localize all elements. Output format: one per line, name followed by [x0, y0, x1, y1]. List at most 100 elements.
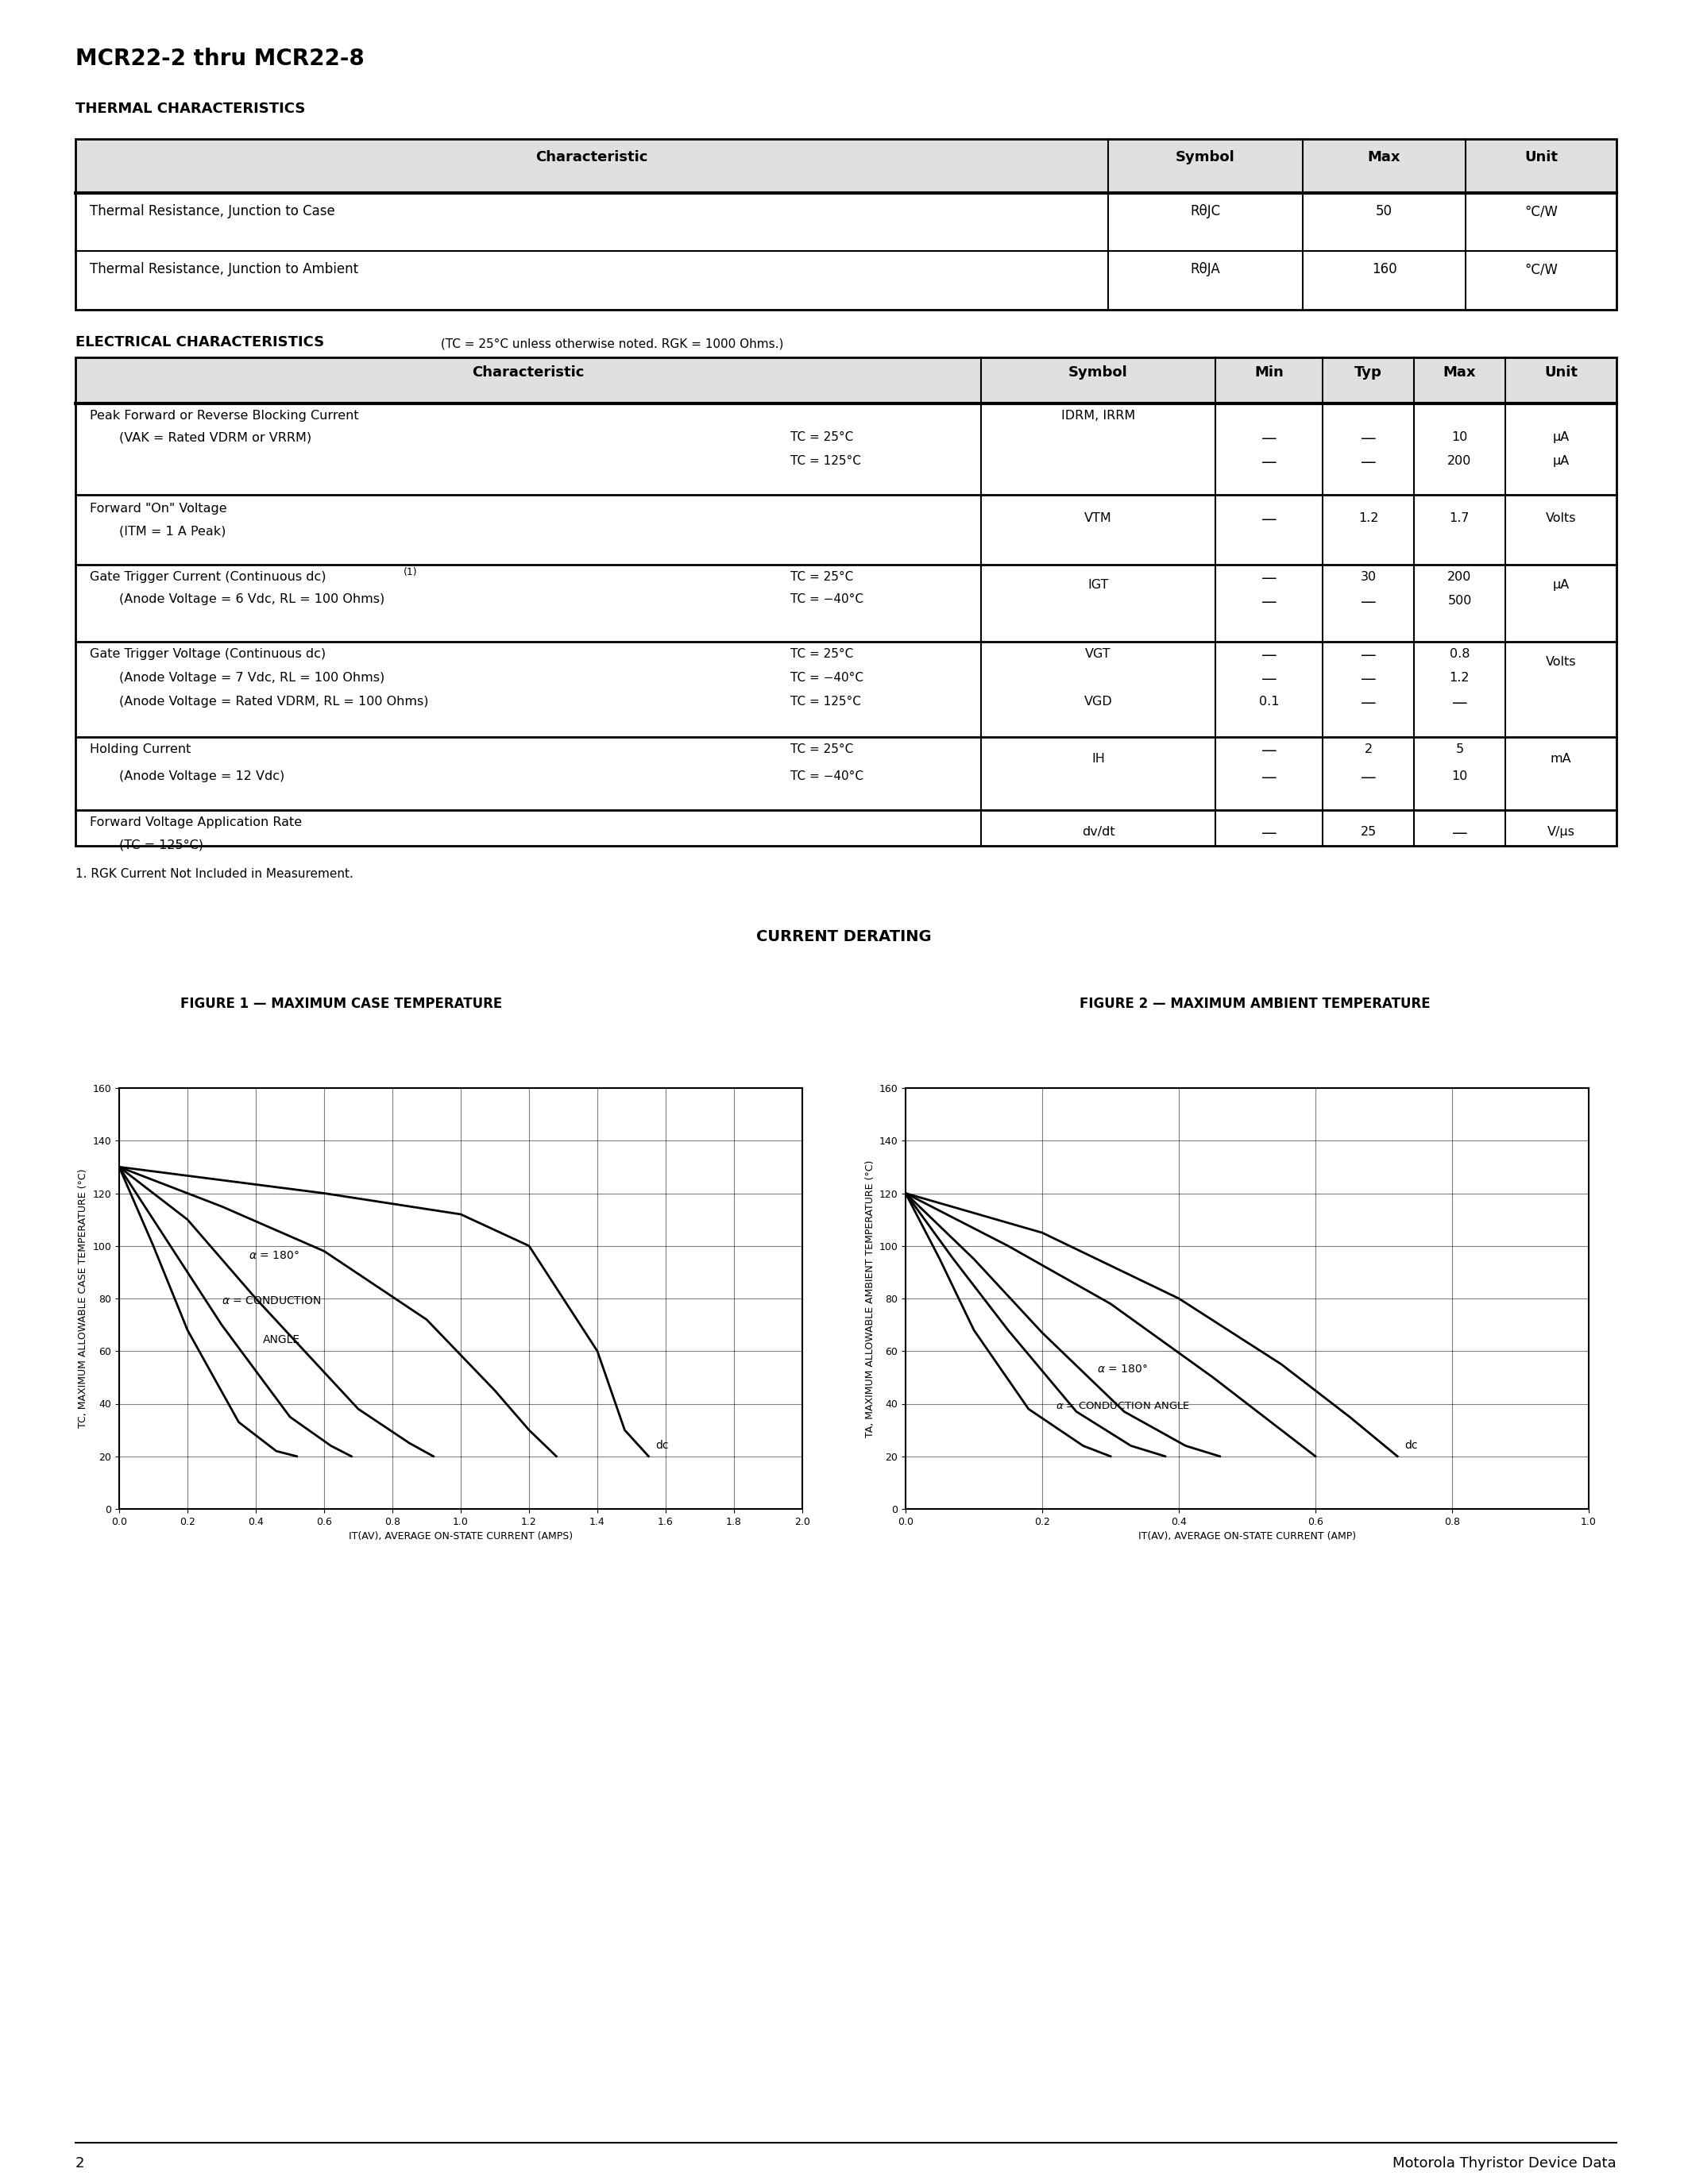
Text: (TC = 125°C): (TC = 125°C) — [120, 839, 203, 850]
Text: Gate Trigger Voltage (Continuous dc): Gate Trigger Voltage (Continuous dc) — [89, 649, 326, 660]
Text: —: — — [1261, 454, 1276, 470]
Text: Forward "On" Voltage: Forward "On" Voltage — [89, 502, 226, 515]
Text: Symbol: Symbol — [1177, 151, 1236, 164]
Text: dv/dt: dv/dt — [1082, 826, 1114, 839]
Text: 2: 2 — [76, 2156, 84, 2171]
Text: TC = 125°C: TC = 125°C — [790, 454, 861, 467]
Text: 1.7: 1.7 — [1450, 513, 1470, 524]
Text: TC = 25°C: TC = 25°C — [790, 430, 854, 443]
Text: °C/W: °C/W — [1524, 203, 1558, 218]
Text: Gate Trigger Current (Continuous dc): Gate Trigger Current (Continuous dc) — [89, 570, 326, 583]
Text: 2: 2 — [1364, 743, 1372, 756]
Text: Unit: Unit — [1524, 151, 1558, 164]
Text: —: — — [1452, 826, 1467, 841]
Text: —: — — [1361, 673, 1376, 688]
Text: Characteristic: Characteristic — [473, 365, 584, 380]
X-axis label: IT(AV), AVERAGE ON-STATE CURRENT (AMP): IT(AV), AVERAGE ON-STATE CURRENT (AMP) — [1138, 1531, 1355, 1542]
Text: VTM: VTM — [1084, 513, 1112, 524]
Text: 500: 500 — [1448, 594, 1472, 607]
Bar — [76, 358, 1617, 845]
Text: Min: Min — [1254, 365, 1283, 380]
Text: 1. RGK Current Not Included in Measurement.: 1. RGK Current Not Included in Measureme… — [76, 867, 353, 880]
Text: dc: dc — [655, 1439, 668, 1450]
Text: IH: IH — [1092, 753, 1106, 764]
Text: Volts: Volts — [1546, 655, 1577, 668]
Text: —: — — [1261, 570, 1276, 585]
Text: IGT: IGT — [1087, 579, 1109, 592]
Text: 5: 5 — [1455, 743, 1463, 756]
Text: Thermal Resistance, Junction to Ambient: Thermal Resistance, Junction to Ambient — [89, 262, 358, 277]
Bar — [76, 358, 1617, 404]
Text: TC = 25°C: TC = 25°C — [790, 570, 854, 583]
Text: —: — — [1361, 594, 1376, 609]
Text: —: — — [1361, 454, 1376, 470]
Text: THERMAL CHARACTERISTICS: THERMAL CHARACTERISTICS — [76, 103, 306, 116]
Text: $\alpha$ = 180°: $\alpha$ = 180° — [1097, 1363, 1148, 1374]
Text: —: — — [1361, 771, 1376, 786]
Text: Forward Voltage Application Rate: Forward Voltage Application Rate — [89, 817, 302, 828]
Text: Unit: Unit — [1545, 365, 1578, 380]
Text: —: — — [1261, 771, 1276, 786]
Text: 0.1: 0.1 — [1259, 697, 1280, 708]
Text: Thermal Resistance, Junction to Case: Thermal Resistance, Junction to Case — [89, 203, 334, 218]
Text: Max: Max — [1367, 151, 1401, 164]
Text: —: — — [1452, 697, 1467, 710]
Text: Motorola Thyristor Device Data: Motorola Thyristor Device Data — [1393, 2156, 1617, 2171]
Text: $\alpha$ = CONDUCTION: $\alpha$ = CONDUCTION — [221, 1295, 321, 1306]
Text: Peak Forward or Reverse Blocking Current: Peak Forward or Reverse Blocking Current — [89, 411, 360, 422]
Text: μA: μA — [1553, 454, 1570, 467]
Text: °C/W: °C/W — [1524, 262, 1558, 277]
Text: 0.8: 0.8 — [1450, 649, 1470, 660]
Text: RθJC: RθJC — [1190, 203, 1220, 218]
Text: 25: 25 — [1361, 826, 1376, 839]
Text: (Anode Voltage = 6 Vdc, RL = 100 Ohms): (Anode Voltage = 6 Vdc, RL = 100 Ohms) — [120, 594, 385, 605]
Text: 30: 30 — [1361, 570, 1376, 583]
Text: Typ: Typ — [1354, 365, 1382, 380]
Text: 1.2: 1.2 — [1359, 513, 1379, 524]
Text: 200: 200 — [1448, 570, 1472, 583]
Text: TC = 25°C: TC = 25°C — [790, 743, 854, 756]
Text: (Anode Voltage = Rated VDRM, RL = 100 Ohms): (Anode Voltage = Rated VDRM, RL = 100 Oh… — [120, 697, 429, 708]
Text: dc: dc — [1404, 1439, 1418, 1450]
Text: TC = −40°C: TC = −40°C — [790, 594, 864, 605]
Text: (TC = 25°C unless otherwise noted. RGK = 1000 Ohms.): (TC = 25°C unless otherwise noted. RGK =… — [437, 339, 783, 349]
Text: —: — — [1261, 594, 1276, 609]
Bar — [76, 140, 1617, 192]
X-axis label: IT(AV), AVERAGE ON-STATE CURRENT (AMPS): IT(AV), AVERAGE ON-STATE CURRENT (AMPS) — [349, 1531, 572, 1542]
Text: TC = 25°C: TC = 25°C — [790, 649, 854, 660]
Text: MCR22-2 thru MCR22-8: MCR22-2 thru MCR22-8 — [76, 48, 365, 70]
Text: (VAK = Rated VDRM or VRRM): (VAK = Rated VDRM or VRRM) — [120, 430, 312, 443]
Text: —: — — [1361, 697, 1376, 710]
Text: 50: 50 — [1376, 203, 1393, 218]
Text: Characteristic: Characteristic — [535, 151, 648, 164]
Text: Volts: Volts — [1546, 513, 1577, 524]
Text: CURRENT DERATING: CURRENT DERATING — [756, 928, 932, 943]
Text: TC = −40°C: TC = −40°C — [790, 771, 864, 782]
Bar — [76, 140, 1617, 310]
Text: RθJA: RθJA — [1190, 262, 1220, 277]
Text: —: — — [1361, 430, 1376, 446]
Text: V/μs: V/μs — [1546, 826, 1575, 839]
Text: 10: 10 — [1452, 771, 1469, 782]
Text: ANGLE: ANGLE — [263, 1334, 300, 1345]
Text: μA: μA — [1553, 430, 1570, 443]
Text: Holding Current: Holding Current — [89, 743, 191, 756]
Text: TC = 125°C: TC = 125°C — [790, 697, 861, 708]
Text: TC, MAXIMUM ALLOWABLE CASE TEMPERATURE (°C): TC, MAXIMUM ALLOWABLE CASE TEMPERATURE (… — [78, 1168, 88, 1428]
Text: ELECTRICAL CHARACTERISTICS: ELECTRICAL CHARACTERISTICS — [76, 334, 324, 349]
Text: (ITM = 1 A Peak): (ITM = 1 A Peak) — [120, 524, 226, 537]
Text: VGD: VGD — [1084, 697, 1112, 708]
Text: $\alpha$ = 180°: $\alpha$ = 180° — [248, 1249, 299, 1262]
Text: —: — — [1261, 649, 1276, 664]
Text: Max: Max — [1443, 365, 1475, 380]
Text: TA, MAXIMUM ALLOWABLE AMBIENT TEMPERATURE (°C): TA, MAXIMUM ALLOWABLE AMBIENT TEMPERATUR… — [864, 1160, 874, 1437]
Text: IDRM, IRRM: IDRM, IRRM — [1062, 411, 1136, 422]
Text: FIGURE 2 — MAXIMUM AMBIENT TEMPERATURE: FIGURE 2 — MAXIMUM AMBIENT TEMPERATURE — [1080, 996, 1430, 1011]
Text: VGT: VGT — [1085, 649, 1111, 660]
Text: (Anode Voltage = 7 Vdc, RL = 100 Ohms): (Anode Voltage = 7 Vdc, RL = 100 Ohms) — [120, 673, 385, 684]
Text: —: — — [1361, 649, 1376, 664]
Text: —: — — [1261, 826, 1276, 841]
Text: TC = −40°C: TC = −40°C — [790, 673, 864, 684]
Text: mA: mA — [1550, 753, 1572, 764]
Text: —: — — [1261, 430, 1276, 446]
